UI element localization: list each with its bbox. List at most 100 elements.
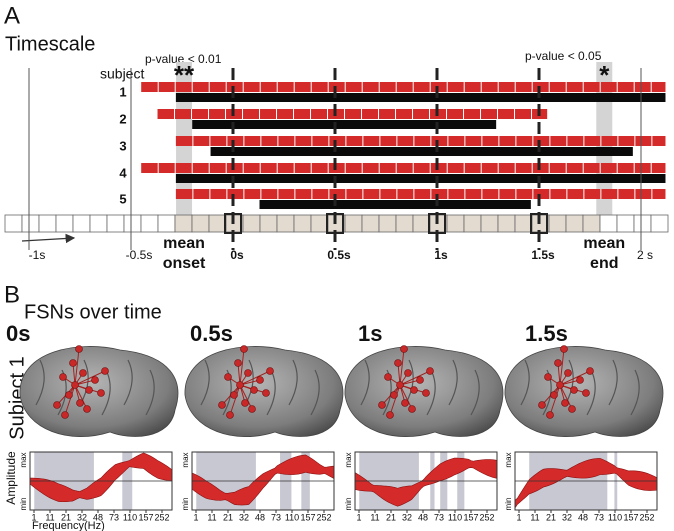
electrode: [76, 399, 84, 407]
electrode: [564, 369, 572, 377]
connection: [559, 348, 565, 386]
time-arrow: [21, 233, 76, 244]
time-cell: [21, 214, 40, 233]
subject-header: subject: [100, 66, 144, 82]
time-cell: [378, 214, 397, 233]
freq-tick-label: 11: [207, 512, 216, 522]
freq-tick-label: 11: [370, 512, 379, 522]
freq-tick-label: 252: [316, 512, 331, 522]
time-cell: [480, 214, 499, 233]
min-label: min: [344, 498, 353, 511]
connection: [559, 370, 591, 386]
subject-number: 4: [119, 165, 127, 180]
connection: [64, 384, 76, 416]
connection: [239, 370, 271, 386]
time-cell: [174, 214, 193, 233]
freq-tick-label: 157: [623, 512, 638, 522]
electrode: [550, 391, 558, 399]
freq-tick-label: 32: [562, 512, 572, 522]
red-bar: [157, 109, 548, 119]
time-cell: [191, 214, 210, 233]
tick-label: 0.5s: [327, 248, 351, 262]
red-bar: [141, 82, 666, 92]
y-label: Amplitude: [4, 451, 18, 505]
electrode: [544, 373, 552, 381]
panel-title: Timescale: [5, 33, 95, 55]
freq-tick-label: 1: [516, 512, 521, 522]
electrode: [69, 359, 77, 367]
electrode: [401, 399, 409, 407]
electrode: [53, 401, 61, 409]
time-cell: [123, 214, 142, 233]
sulcus: [470, 369, 480, 416]
time-cell: [157, 214, 176, 233]
electrode: [71, 381, 79, 389]
time-cell: [633, 214, 652, 233]
time-cell: [55, 214, 74, 233]
time-cell: [616, 214, 635, 233]
black-bar: [175, 93, 666, 102]
electrode: [400, 345, 408, 353]
connection: [74, 384, 88, 410]
window-label: 1.5s: [525, 321, 568, 346]
time-cell: [446, 214, 465, 233]
connection: [74, 370, 106, 386]
electrode: [556, 381, 564, 389]
electrode: [538, 401, 546, 409]
freq-tick-label: 110: [448, 512, 462, 522]
electrode: [97, 389, 105, 397]
connection: [559, 384, 573, 410]
brain: [344, 345, 504, 438]
sulcus: [360, 359, 370, 406]
electrode: [240, 345, 248, 353]
electrode: [59, 373, 67, 381]
electrode: [230, 391, 238, 399]
subject-number: 3: [119, 138, 126, 153]
tick-label: -1s: [29, 248, 46, 262]
electrode: [568, 405, 576, 413]
time-cell: [497, 214, 516, 233]
freq-tick-label: 32: [239, 512, 249, 522]
min-label: min: [181, 498, 190, 511]
red-bar: [175, 136, 666, 146]
min-label: min: [504, 498, 513, 511]
freq-tick-label: 48: [418, 512, 428, 522]
time-cell: [344, 214, 363, 233]
electrode: [404, 369, 412, 377]
freq-tick-label: 73: [434, 512, 444, 522]
electrode: [224, 373, 232, 381]
connection: [389, 384, 401, 416]
freq-tick-label: 73: [594, 512, 604, 522]
time-cell: [89, 214, 108, 233]
time-cell: [599, 214, 618, 233]
electrode: [386, 411, 394, 419]
panel-label: A: [4, 2, 20, 29]
electrode: [576, 376, 584, 384]
brain: [19, 345, 179, 438]
electrode: [234, 359, 242, 367]
freq-tick-label: 11: [45, 512, 54, 522]
electrode: [560, 345, 568, 353]
annotation: p-value < 0.01: [145, 52, 222, 66]
electrode: [248, 405, 256, 413]
tick-label: 2 s: [637, 248, 653, 262]
max-label: max: [344, 452, 353, 467]
connection: [399, 384, 413, 410]
electrode: [396, 381, 404, 389]
window-label: 0.5s: [190, 321, 233, 346]
annotation: p-value < 0.05: [525, 49, 602, 63]
panel-label: B: [4, 281, 20, 308]
sulcus: [123, 359, 133, 406]
tick-label: 0s: [230, 248, 244, 262]
sulcus: [200, 359, 210, 406]
electrode: [262, 389, 270, 397]
freq-tick-label: 11: [530, 512, 539, 522]
electrode: [390, 391, 398, 399]
time-cell: [514, 214, 533, 233]
freq-tick-label: 110: [123, 512, 137, 522]
electrode: [554, 359, 562, 367]
connection: [549, 384, 561, 416]
electrode: [236, 381, 244, 389]
freq-tick-label: 110: [285, 512, 299, 522]
